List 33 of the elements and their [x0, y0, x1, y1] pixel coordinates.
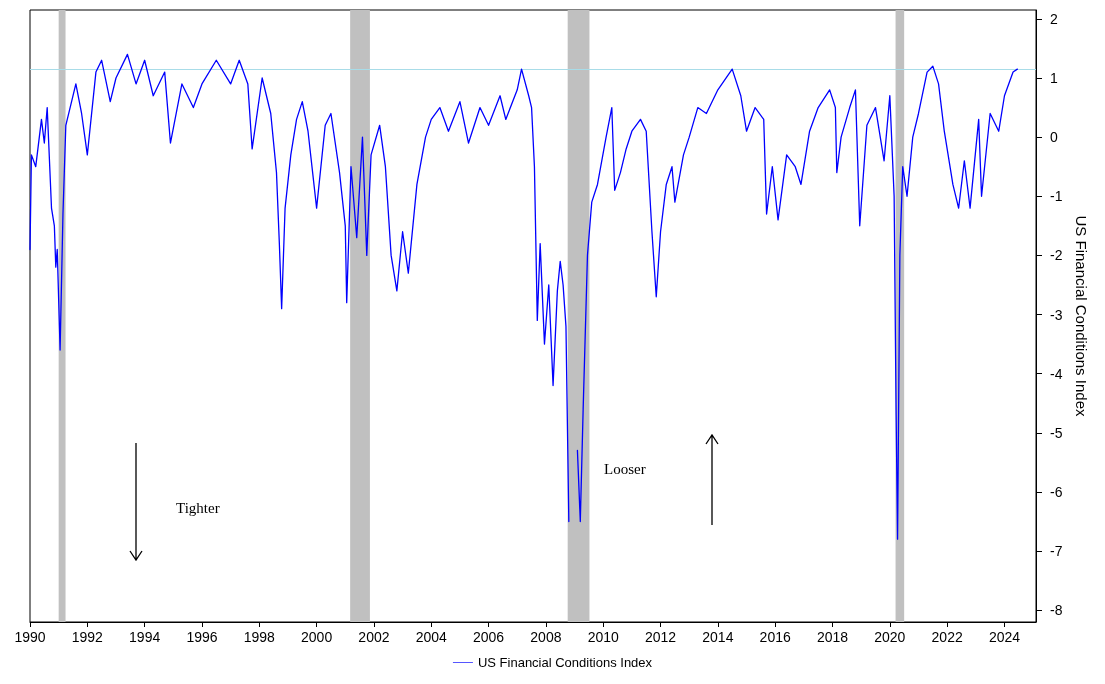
x-tick-label: 2004 [415, 629, 448, 645]
y-tick-label: -4 [1050, 365, 1063, 382]
x-tick-label: 2022 [931, 629, 963, 645]
x-tick-label: 2024 [988, 629, 1021, 645]
y-tick-label: -3 [1050, 306, 1063, 323]
y-axis-title: US Financial Conditions Index [1073, 215, 1090, 417]
annotation: Tighter [176, 499, 220, 516]
y-tick-label: 2 [1050, 10, 1058, 27]
x-tick-label: 2020 [874, 629, 906, 645]
x-tick-label: 2014 [702, 629, 734, 645]
y-tick-label: -1 [1050, 188, 1063, 205]
x-tick-label: 2000 [301, 629, 333, 645]
x-tick-label: 2018 [816, 629, 849, 645]
x-tick-label: 2008 [530, 629, 562, 645]
y-tick-label: -7 [1050, 543, 1063, 560]
x-tick-label: 1998 [243, 629, 276, 645]
annotation: Looser [604, 460, 646, 477]
x-tick-label: 2010 [587, 629, 619, 645]
x-tick-label: 2006 [473, 629, 505, 645]
legend-label: US Financial Conditions Index [477, 655, 653, 670]
x-tick-label: 1992 [71, 629, 104, 645]
x-tick-label: 2002 [358, 629, 390, 645]
y-tick-label: -5 [1050, 424, 1063, 441]
x-tick-label: 2016 [759, 629, 791, 645]
x-tick-label: 1994 [129, 629, 161, 645]
x-tick-label: 1990 [14, 629, 46, 645]
y-tick-label: 1 [1050, 70, 1058, 86]
y-tick-label: -2 [1050, 247, 1063, 264]
y-tick-label: -6 [1050, 483, 1063, 500]
x-tick-label: 2012 [644, 629, 677, 645]
x-tick-label: 1996 [186, 629, 218, 645]
y-tick-label: -8 [1050, 602, 1063, 619]
y-tick-label: 0 [1050, 129, 1058, 146]
